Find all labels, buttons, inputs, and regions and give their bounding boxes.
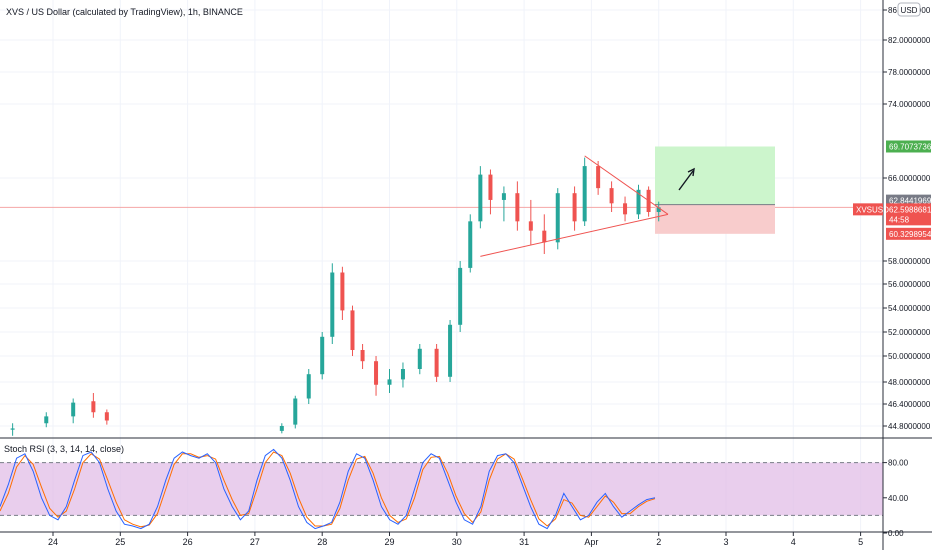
time-tick-label: 27 — [250, 537, 260, 547]
candle-body — [623, 203, 628, 215]
stop-price-label-bg — [886, 227, 931, 240]
time-tick-label: Apr — [584, 537, 598, 547]
time-tick-label: 4 — [791, 537, 796, 547]
time-tick-label: 5 — [858, 537, 863, 547]
arrow-head — [687, 167, 695, 177]
time-tick-label: 24 — [48, 537, 58, 547]
current-price-label: 62.5988681 — [889, 205, 932, 214]
target-price-label-bg — [886, 140, 931, 153]
candle-body — [555, 193, 560, 243]
symbol-badge-bg — [853, 203, 883, 216]
candle-body — [350, 310, 355, 350]
price-tick-label: 48.0000000 — [888, 378, 931, 387]
triangle-lower-line — [480, 213, 669, 257]
candle-body — [10, 428, 15, 430]
candle-body — [306, 374, 311, 399]
candle-body — [656, 207, 661, 212]
candle-body — [104, 412, 109, 421]
time-tick-label: 26 — [183, 537, 193, 547]
indicator-tick-label: 0.00 — [888, 529, 904, 538]
currency-badge-label: USD — [901, 6, 918, 15]
triangle-upper-line — [584, 155, 669, 215]
candle-body — [434, 348, 439, 377]
candle-body — [400, 369, 405, 380]
candle-body — [528, 221, 533, 231]
candle-body — [293, 398, 298, 425]
indicator-title: Stoch RSI (3, 3, 14, 14, close) — [4, 444, 124, 454]
countdown-label: 44:58 — [889, 215, 910, 224]
candle-body — [374, 361, 379, 385]
stoch-rsi-pane — [0, 437, 932, 530]
price-tick-label: 50.0000000 — [888, 352, 931, 361]
grid — [0, 0, 883, 532]
candle-body — [596, 166, 601, 189]
candle-body — [468, 221, 473, 268]
symbol-badge: XVSUSD — [856, 205, 889, 214]
price-tick-label: 44.8000000 — [888, 422, 931, 431]
candle-body — [488, 174, 493, 200]
entry-price-label: 62.8441969 — [889, 197, 932, 206]
candle-body — [636, 189, 641, 215]
candle-body — [478, 174, 483, 222]
candle-body — [330, 272, 335, 337]
stop-zone — [655, 204, 775, 234]
price-tick-label: 82.0000000 — [888, 36, 931, 45]
time-tick-label: 31 — [519, 537, 529, 547]
target-zone — [655, 146, 775, 205]
price-tick-label: 58.0000000 — [888, 257, 931, 266]
time-tick-label: 3 — [723, 537, 728, 547]
candle-body — [582, 166, 587, 222]
currency-badge[interactable]: USD — [897, 2, 921, 17]
stop-price-label: 60.3298954 — [889, 230, 932, 239]
candle-body — [71, 402, 76, 417]
target-price-label: 69.7073736 — [889, 142, 932, 151]
price-tick-label: 74.0000000 — [888, 100, 931, 109]
candle-body — [572, 193, 577, 222]
candle-body — [609, 188, 614, 204]
time-tick-label: 30 — [452, 537, 462, 547]
indicator-tick-label: 80.00 — [888, 459, 909, 468]
price-tick-label: 54.0000000 — [888, 304, 931, 313]
triangle-pattern — [480, 155, 669, 257]
price-tick-label: 52.0000000 — [888, 328, 931, 337]
stoch-k-line — [0, 448, 656, 530]
candle-body — [515, 193, 520, 222]
current-price-block — [886, 203, 931, 226]
candle-body — [501, 193, 506, 200]
arrow-shaft — [678, 170, 694, 191]
stoch-d-line — [0, 451, 656, 528]
chart-title: XVS / US Dollar (calculated by TradingVi… — [6, 7, 243, 17]
price-tick-label: 78.0000000 — [888, 68, 931, 77]
candles — [10, 157, 661, 436]
stoch-band — [0, 462, 883, 516]
candle-body — [360, 350, 365, 362]
price-tick-label: 56.0000000 — [888, 280, 931, 289]
price-tick-label: 66.0000000 — [888, 174, 931, 183]
price-tick-label: 46.4000000 — [888, 400, 931, 409]
time-tick-label: 28 — [317, 537, 327, 547]
indicator-tick-label: 40.00 — [888, 494, 909, 503]
candle-body — [320, 336, 325, 375]
candle-body — [340, 272, 345, 311]
time-tick-label: 25 — [115, 537, 125, 547]
candle-body — [458, 267, 463, 325]
candle-body — [91, 401, 96, 413]
candle-body — [279, 426, 284, 431]
candle-body — [448, 324, 453, 377]
time-tick-label: 29 — [384, 537, 394, 547]
candle-body — [387, 379, 392, 385]
time-tick-label: 2 — [656, 537, 661, 547]
candle-body — [417, 348, 422, 369]
candle-body — [44, 416, 49, 424]
trade-zones — [655, 146, 775, 234]
candle-body — [542, 230, 547, 243]
